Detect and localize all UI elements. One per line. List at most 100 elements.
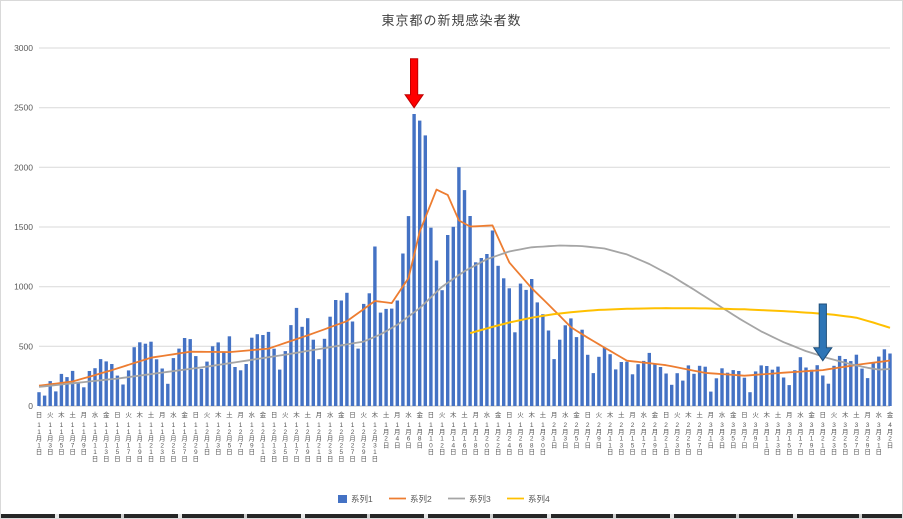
svg-text:3: 3 <box>776 422 780 429</box>
svg-text:9: 9 <box>597 436 601 443</box>
svg-text:月: 月 <box>394 411 401 419</box>
svg-text:火: 火 <box>282 412 289 419</box>
svg-text:5: 5 <box>575 436 579 443</box>
svg-text:3: 3 <box>619 442 623 449</box>
svg-text:月: 月 <box>820 428 827 436</box>
svg-text:日: 日 <box>349 411 356 419</box>
svg-text:3: 3 <box>877 436 881 443</box>
svg-text:3: 3 <box>821 422 825 429</box>
svg-text:2: 2 <box>653 422 657 429</box>
svg-text:1: 1 <box>71 429 75 436</box>
svg-text:火: 火 <box>360 412 367 419</box>
svg-text:5: 5 <box>631 442 635 449</box>
svg-text:1: 1 <box>194 422 198 429</box>
svg-text:2: 2 <box>687 422 691 429</box>
svg-text:金: 金 <box>652 410 659 419</box>
svg-text:1: 1 <box>37 442 41 449</box>
svg-text:1: 1 <box>104 442 108 449</box>
svg-text:1: 1 <box>384 422 388 429</box>
svg-text:日: 日 <box>551 441 558 449</box>
svg-text:1: 1 <box>541 422 545 429</box>
svg-text:2: 2 <box>664 436 668 443</box>
svg-text:1: 1 <box>317 422 321 429</box>
svg-text:水: 水 <box>562 410 569 419</box>
svg-text:5: 5 <box>687 442 691 449</box>
svg-text:3: 3 <box>754 422 758 429</box>
svg-text:金: 金 <box>495 410 502 419</box>
svg-text:月: 月 <box>193 435 200 443</box>
svg-text:2: 2 <box>384 436 388 443</box>
svg-text:2: 2 <box>832 436 836 443</box>
svg-text:2: 2 <box>160 442 164 449</box>
svg-text:7: 7 <box>295 449 299 456</box>
svg-text:9: 9 <box>362 449 366 456</box>
svg-text:火: 火 <box>752 412 759 419</box>
svg-text:1: 1 <box>440 422 444 429</box>
svg-text:5: 5 <box>116 449 120 456</box>
svg-text:月: 月 <box>405 428 412 436</box>
svg-text:日: 日 <box>260 455 267 463</box>
svg-text:日: 日 <box>876 448 883 456</box>
svg-text:日: 日 <box>764 448 771 456</box>
svg-text:1: 1 <box>474 422 478 429</box>
svg-text:水: 水 <box>170 410 177 419</box>
svg-text:1: 1 <box>496 422 500 429</box>
svg-text:金: 金 <box>338 410 345 419</box>
svg-text:月: 月 <box>237 435 244 443</box>
svg-text:1: 1 <box>799 436 803 443</box>
svg-text:水: 水 <box>249 410 256 419</box>
svg-text:1: 1 <box>127 442 131 449</box>
svg-text:月: 月 <box>786 428 793 436</box>
svg-text:金: 金 <box>808 410 815 419</box>
svg-text:水: 水 <box>797 410 804 419</box>
bars-series1 <box>37 114 892 406</box>
svg-text:1: 1 <box>60 429 64 436</box>
legend-label: 系列3 <box>469 494 491 504</box>
svg-text:月: 月 <box>293 435 300 443</box>
svg-text:日: 日 <box>81 448 88 456</box>
svg-text:2: 2 <box>619 422 623 429</box>
svg-text:月: 月 <box>517 428 524 436</box>
svg-text:1: 1 <box>295 442 299 449</box>
svg-text:5: 5 <box>283 449 287 456</box>
svg-text:日: 日 <box>663 448 670 456</box>
svg-text:日: 日 <box>148 455 155 463</box>
svg-text:3: 3 <box>720 436 724 443</box>
svg-text:1: 1 <box>552 436 556 443</box>
svg-text:1: 1 <box>172 429 176 436</box>
legend: 系列1 系列2 系列3 系列4 <box>338 494 550 504</box>
svg-text:木: 木 <box>372 410 379 419</box>
svg-text:1: 1 <box>93 429 97 436</box>
svg-text:日: 日 <box>383 441 390 449</box>
svg-text:2: 2 <box>351 442 355 449</box>
svg-text:火: 火 <box>439 412 446 419</box>
svg-text:水: 水 <box>405 410 412 419</box>
svg-text:1: 1 <box>463 422 467 429</box>
svg-text:4: 4 <box>395 436 399 443</box>
svg-text:1: 1 <box>474 436 478 443</box>
svg-text:2: 2 <box>317 429 321 436</box>
svg-text:5: 5 <box>787 442 791 449</box>
svg-text:月: 月 <box>428 428 435 436</box>
blue-down-arrow[interactable] <box>812 303 833 362</box>
svg-text:1: 1 <box>127 429 131 436</box>
red-down-arrow[interactable] <box>404 58 425 109</box>
svg-text:日: 日 <box>215 448 222 456</box>
svg-text:1: 1 <box>642 436 646 443</box>
y-axis-labels: 0 500 1000 1500 2000 2500 3000 <box>14 43 33 411</box>
svg-text:月: 月 <box>741 428 748 436</box>
svg-text:2: 2 <box>563 422 567 429</box>
svg-text:土: 土 <box>696 410 703 419</box>
svg-text:5: 5 <box>228 442 232 449</box>
svg-text:月: 月 <box>204 435 211 443</box>
svg-text:1: 1 <box>138 429 142 436</box>
svg-text:火: 火 <box>47 412 54 419</box>
svg-text:月: 月 <box>36 435 43 443</box>
svg-text:月: 月 <box>260 435 267 443</box>
svg-text:日: 日 <box>416 441 423 449</box>
svg-text:月: 月 <box>831 428 838 436</box>
svg-text:1: 1 <box>272 442 276 449</box>
svg-text:金: 金 <box>181 410 188 419</box>
